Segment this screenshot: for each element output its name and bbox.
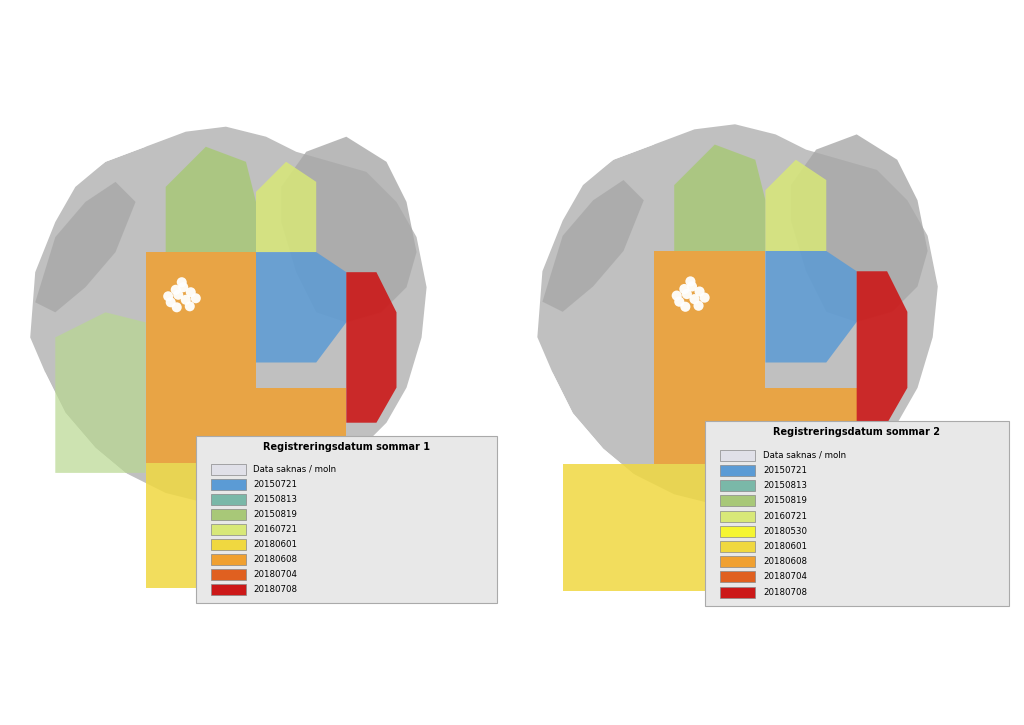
- Polygon shape: [145, 252, 256, 388]
- Polygon shape: [31, 127, 427, 503]
- Polygon shape: [281, 463, 381, 588]
- Polygon shape: [928, 251, 1019, 439]
- Circle shape: [184, 302, 195, 311]
- Bar: [720, 556, 756, 567]
- Text: 20180608: 20180608: [763, 558, 807, 566]
- Circle shape: [178, 282, 188, 292]
- Bar: [211, 509, 246, 520]
- Polygon shape: [5, 112, 145, 237]
- Text: 20150819: 20150819: [763, 497, 807, 505]
- Text: 20150819: 20150819: [254, 510, 297, 519]
- Polygon shape: [166, 146, 256, 252]
- Text: 20180530: 20180530: [763, 527, 807, 536]
- Circle shape: [694, 286, 705, 297]
- Circle shape: [699, 293, 710, 303]
- Polygon shape: [674, 144, 766, 251]
- Bar: [211, 569, 246, 580]
- Bar: [720, 480, 756, 492]
- Circle shape: [685, 276, 695, 286]
- Text: 20180608: 20180608: [254, 555, 298, 564]
- Polygon shape: [512, 489, 1019, 616]
- Bar: [211, 554, 246, 566]
- Polygon shape: [5, 362, 156, 613]
- Circle shape: [166, 297, 176, 307]
- Circle shape: [672, 291, 682, 301]
- Circle shape: [689, 294, 699, 304]
- Bar: [211, 479, 246, 490]
- Polygon shape: [417, 252, 507, 438]
- Circle shape: [180, 295, 190, 304]
- Bar: [720, 450, 756, 461]
- Text: Data saknas / moln: Data saknas / moln: [254, 465, 337, 474]
- Circle shape: [674, 297, 684, 307]
- Text: Registreringsdatum sommar 1: Registreringsdatum sommar 1: [263, 442, 430, 452]
- Text: 20150721: 20150721: [254, 480, 298, 489]
- Bar: [720, 465, 756, 476]
- Text: 20180704: 20180704: [254, 571, 298, 579]
- Polygon shape: [145, 463, 281, 588]
- Polygon shape: [654, 251, 766, 388]
- Polygon shape: [256, 162, 316, 252]
- Bar: [720, 571, 756, 582]
- Polygon shape: [791, 134, 928, 322]
- Circle shape: [693, 301, 703, 311]
- Circle shape: [687, 281, 697, 291]
- Text: 20150813: 20150813: [254, 495, 298, 504]
- Bar: [720, 587, 756, 597]
- Bar: [211, 584, 246, 595]
- Circle shape: [680, 302, 690, 312]
- Text: 20160721: 20160721: [254, 525, 298, 534]
- FancyBboxPatch shape: [196, 436, 497, 603]
- Circle shape: [171, 285, 180, 295]
- Circle shape: [185, 287, 196, 297]
- Polygon shape: [346, 272, 396, 423]
- Bar: [720, 541, 756, 552]
- Polygon shape: [5, 488, 507, 613]
- Text: 20180601: 20180601: [763, 542, 807, 551]
- Circle shape: [682, 289, 692, 299]
- Polygon shape: [791, 464, 892, 591]
- Polygon shape: [256, 252, 346, 362]
- Text: 20180704: 20180704: [763, 573, 807, 581]
- Bar: [211, 539, 246, 550]
- Text: Registreringsdatum sommar 2: Registreringsdatum sommar 2: [773, 427, 940, 437]
- Polygon shape: [857, 271, 907, 423]
- Circle shape: [679, 284, 689, 294]
- Polygon shape: [766, 160, 826, 251]
- Polygon shape: [281, 137, 417, 323]
- Bar: [720, 510, 756, 522]
- Circle shape: [173, 290, 183, 299]
- Text: 20150721: 20150721: [763, 466, 807, 475]
- Polygon shape: [55, 312, 145, 473]
- Circle shape: [163, 291, 173, 302]
- FancyBboxPatch shape: [705, 421, 1009, 606]
- Text: 20180708: 20180708: [254, 585, 298, 594]
- Text: 20150813: 20150813: [763, 481, 807, 490]
- Circle shape: [190, 293, 201, 303]
- Polygon shape: [766, 251, 857, 362]
- Polygon shape: [145, 388, 346, 463]
- Polygon shape: [654, 388, 857, 464]
- Bar: [211, 524, 246, 535]
- Polygon shape: [512, 362, 664, 616]
- Circle shape: [177, 277, 186, 287]
- Bar: [211, 464, 246, 475]
- Text: 20180601: 20180601: [254, 540, 298, 549]
- Bar: [720, 526, 756, 537]
- Polygon shape: [538, 124, 938, 505]
- Text: Data saknas / moln: Data saknas / moln: [763, 451, 846, 460]
- Polygon shape: [35, 182, 135, 312]
- Polygon shape: [512, 109, 654, 236]
- Text: 20160721: 20160721: [763, 512, 807, 521]
- Polygon shape: [563, 464, 791, 591]
- Circle shape: [172, 302, 181, 312]
- Bar: [211, 494, 246, 505]
- Bar: [720, 495, 756, 507]
- Polygon shape: [543, 180, 644, 312]
- Text: 20180708: 20180708: [763, 588, 807, 597]
